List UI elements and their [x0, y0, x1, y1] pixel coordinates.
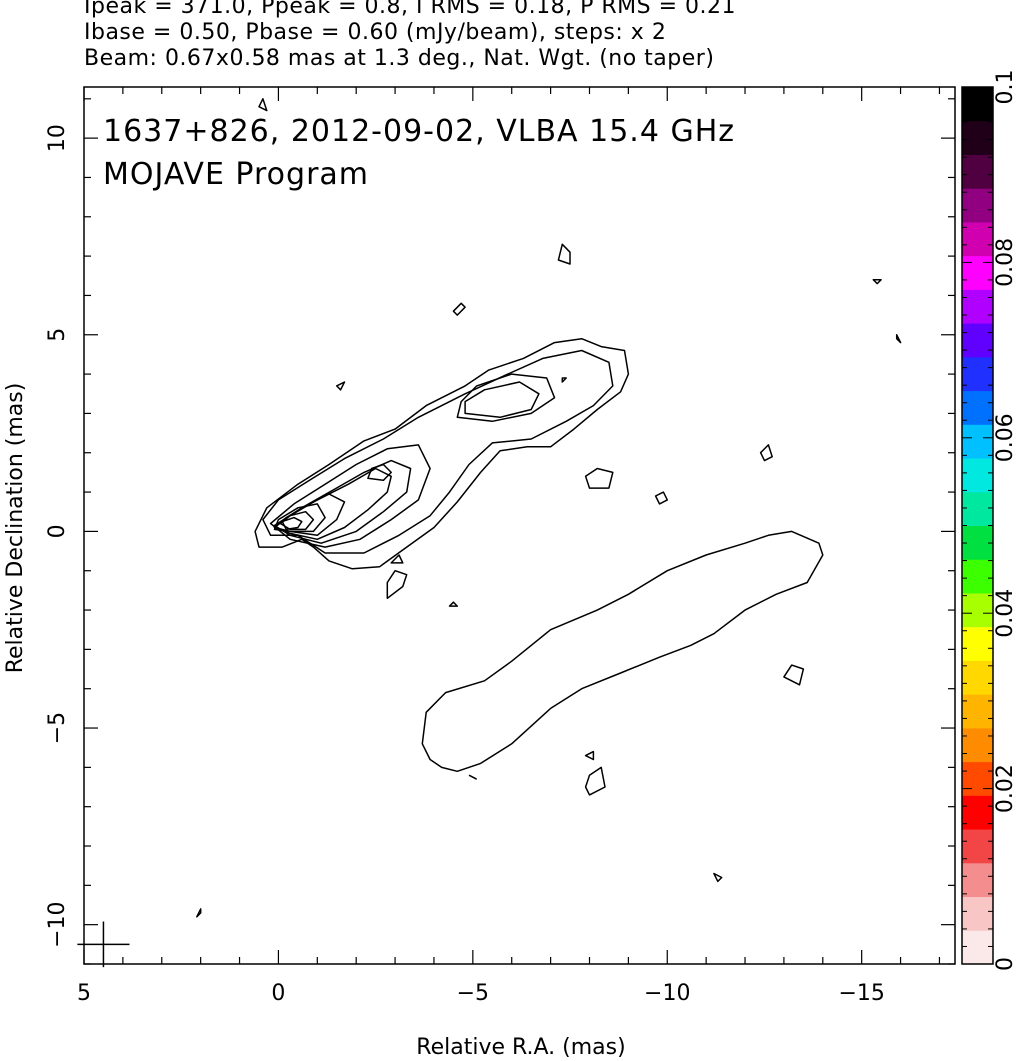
colorbar-segment — [962, 862, 993, 898]
colorbar-segment — [962, 491, 993, 526]
contour-core-contour-8 — [279, 510, 315, 531]
contour-blob-p — [713, 872, 723, 883]
contour-blob-n — [468, 774, 478, 780]
contour-core-contour-9 — [281, 516, 303, 531]
colorbar-segment — [962, 660, 993, 695]
colorbar-segment — [962, 120, 993, 155]
header-line-base-steps: Ibase = 0.50, Pbase = 0.60 (mJy/beam), s… — [84, 20, 667, 45]
x-tick-label: −15 — [838, 981, 884, 1006]
contour-blob-h — [759, 444, 773, 462]
contour-jet-contour-3 — [269, 444, 431, 548]
contour-blob-c — [584, 467, 614, 489]
contour-blob-g — [584, 750, 595, 761]
colorbar-tick-label: 0.02 — [993, 764, 1018, 813]
colorbar-segment — [962, 592, 993, 628]
plot-area — [83, 86, 956, 965]
axis-ticks: 5 0 −5 −10 −15 10 5 0 −5 −10 — [45, 87, 955, 1006]
contour-blob-k — [258, 98, 268, 112]
x-tick-label: −5 — [457, 981, 489, 1006]
contour-blob-o — [196, 908, 202, 918]
contour-knot-1 — [367, 463, 392, 482]
x-tick-label: −10 — [644, 981, 690, 1006]
contour-jet-contour-6 — [273, 493, 346, 537]
colorbar-tick-label: 0 — [993, 957, 1018, 971]
colorbar-tick-label: 0.08 — [993, 238, 1018, 287]
contour-jet-contour-2 — [262, 349, 614, 554]
contour-layer — [77, 98, 902, 968]
colorbar-segment — [962, 829, 993, 864]
colorbar-segment — [962, 626, 993, 661]
colorbar-segment — [962, 154, 993, 189]
colorbar-segment — [962, 188, 993, 223]
colorbar-segment — [962, 761, 993, 796]
x-tick-label: 0 — [271, 981, 285, 1006]
y-tick-label: 0 — [45, 524, 70, 538]
contour-blob-b — [452, 302, 466, 316]
contour-jet-outer — [254, 337, 630, 570]
contour-blob-i — [783, 664, 805, 686]
colorbar-segment — [962, 930, 993, 965]
plot-title: 1637+826, 2012-09-02, VLBA 15.4 GHz — [103, 114, 735, 149]
colorbar: 0 0.02 0.04 0.06 0.08 0.1 — [961, 70, 1018, 971]
contour-knot-2-outer — [456, 373, 556, 423]
plot-frame — [83, 86, 956, 965]
colorbar-tick-label: 0.1 — [993, 70, 1018, 105]
contour-knot-2-inner — [464, 381, 540, 419]
colorbar-segment — [962, 458, 993, 493]
colorbar-segment — [962, 323, 993, 358]
y-axis-label: Relative Declination (mas) — [3, 383, 28, 674]
contour-blob-s — [561, 377, 567, 383]
y-tick-label: 10 — [45, 124, 70, 152]
contour-blob-e — [390, 554, 404, 564]
colorbar-tick-label: 0.06 — [993, 413, 1018, 462]
colorbar-segment — [962, 87, 993, 122]
y-tick-label: −5 — [45, 712, 70, 744]
contour-blob-m — [448, 601, 459, 607]
contour-blob-a — [557, 243, 571, 265]
colorbar-segment — [962, 559, 993, 594]
y-tick-label: 5 — [45, 328, 70, 342]
plot-subtitle: MOJAVE Program — [103, 157, 369, 192]
image-header: Ipeak = 371.0, Ppeak = 0.8, I RMS = 0.18… — [84, 0, 736, 72]
colorbar-tick-label: 0.04 — [993, 589, 1018, 638]
contour-blob-f — [584, 766, 606, 796]
contour-blob-l — [335, 381, 346, 391]
contour-blob-q — [872, 278, 882, 285]
colorbar-segment — [962, 525, 993, 560]
colorbar-segment — [962, 356, 993, 392]
header-line-beam: Beam: 0.67x0.58 mas at 1.3 deg., Nat. Wg… — [84, 46, 715, 71]
colorbar-segment — [962, 390, 993, 425]
contour-blob-r — [895, 334, 902, 344]
contour-blob-j — [654, 491, 669, 505]
colorbar-segment — [962, 896, 993, 931]
colorbar-segment — [962, 694, 993, 729]
colorbar-segment — [962, 727, 993, 763]
contour-counter-jet — [421, 530, 824, 773]
colorbar-segment — [962, 424, 993, 459]
y-tick-label: −10 — [45, 901, 70, 947]
colorbar-segment — [962, 289, 993, 324]
x-tick-label: 5 — [77, 981, 91, 1006]
colorbar-segment — [962, 795, 993, 830]
header-line-peak-rms: Ipeak = 371.0, Ppeak = 0.8, I RMS = 0.18… — [84, 0, 736, 19]
contour-blob-d — [386, 569, 408, 600]
contour-core-contour-7 — [273, 503, 326, 533]
colorbar-segment — [962, 255, 993, 290]
colorbar-segment — [962, 221, 993, 257]
x-axis-label: Relative R.A. (mas) — [416, 1035, 625, 1060]
